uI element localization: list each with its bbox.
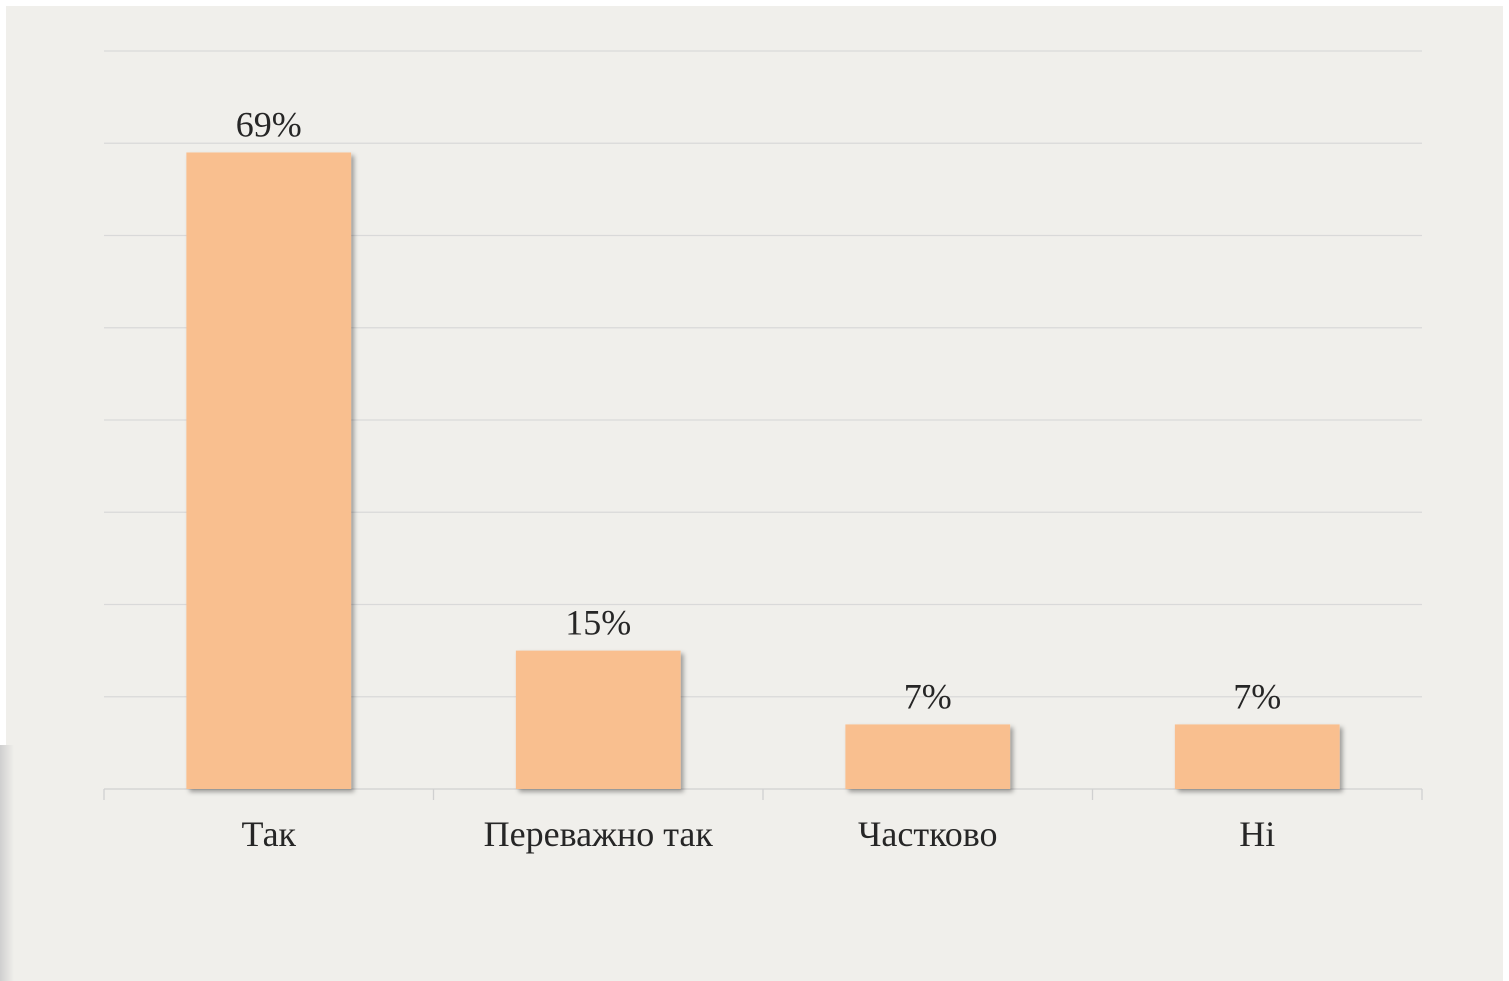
data-label-2: 15% [565, 603, 631, 643]
data-label-4: 7% [1233, 676, 1281, 716]
bar-3 [845, 724, 1011, 789]
bar-4 [1174, 724, 1340, 789]
category-label-4: Ні [1239, 814, 1275, 854]
bar-1 [186, 152, 352, 790]
data-labels: 69% 15% 7% 7% [236, 104, 1282, 716]
category-label-1: Так [241, 814, 296, 854]
category-label-2: Переважно так [484, 814, 714, 854]
bars [186, 152, 1340, 790]
data-label-1: 69% [236, 104, 302, 144]
bar-2 [515, 650, 681, 789]
data-label-3: 7% [904, 676, 952, 716]
category-labels: Так Переважно так Частково Ні [241, 814, 1275, 854]
category-label-3: Частково [858, 814, 998, 854]
left-edge-shade [0, 745, 14, 981]
